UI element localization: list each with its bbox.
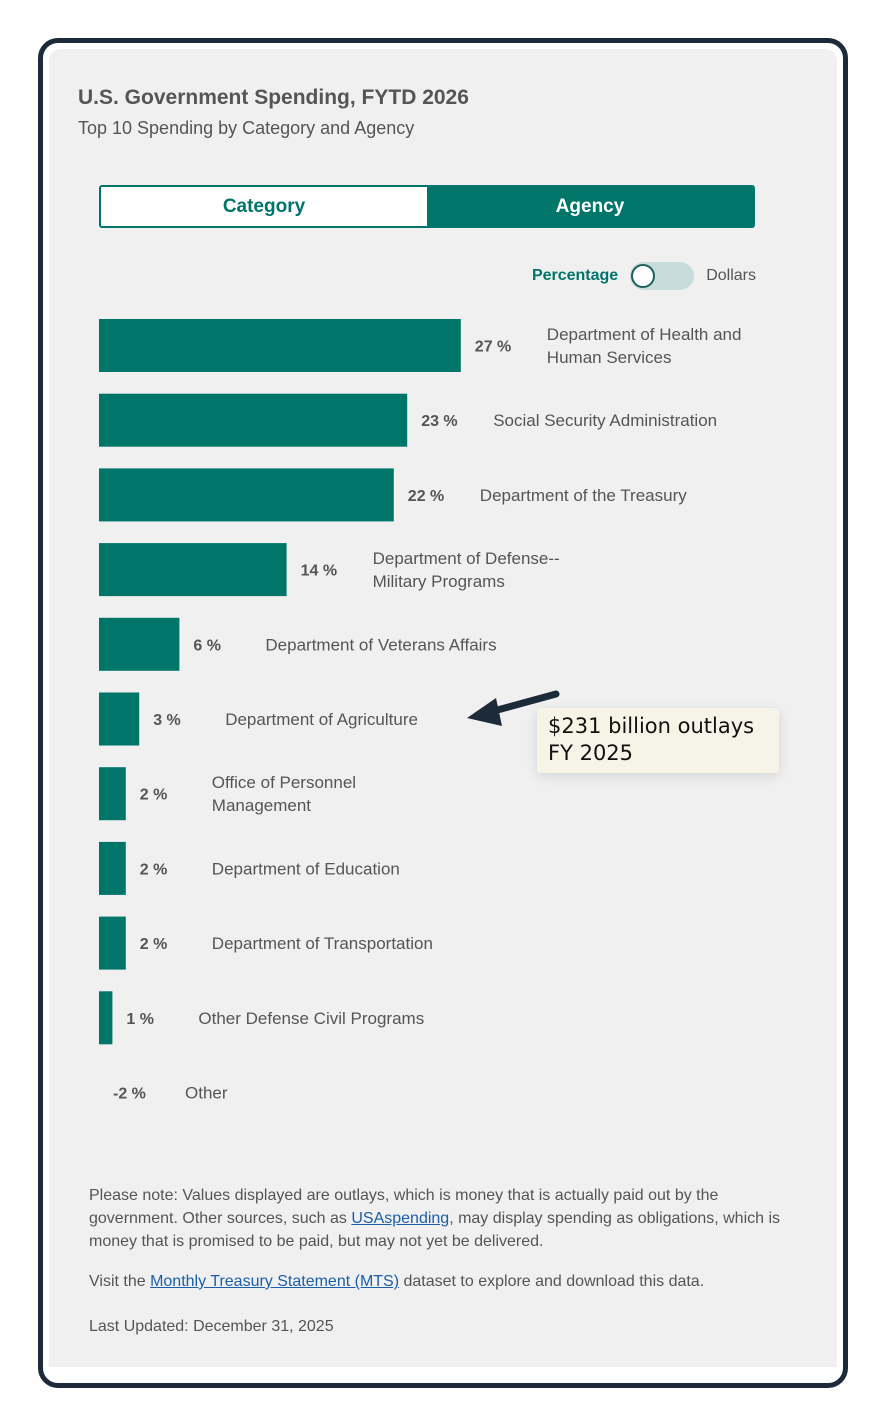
category-label-7: Department of Education <box>212 859 400 878</box>
bar-7[interactable] <box>99 841 126 895</box>
value-label-5: 3 % <box>153 712 181 729</box>
value-label-2: 22 % <box>408 488 444 505</box>
category-label-5: Department of Agriculture <box>225 710 418 729</box>
page-title: U.S. Government Spending, FYTD 2026 <box>78 86 469 109</box>
category-label-4: Department of Veterans Affairs <box>265 635 496 654</box>
category-label-0-line-0: Department of Health and <box>547 325 742 344</box>
category-label-0: Department of Health and Human Services <box>547 325 742 367</box>
category-label-3: Department of Defense-- Military Programs <box>373 549 560 591</box>
tab-category[interactable]: Category <box>101 187 427 226</box>
bar-4[interactable] <box>99 617 180 671</box>
category-label-10-line-0: Other <box>185 1084 228 1103</box>
category-label-1-line-0: Social Security Administration <box>493 411 717 430</box>
bar-6[interactable] <box>99 767 126 821</box>
category-label-9-line-0: Other Defense Civil Programs <box>198 1009 424 1028</box>
category-label-10: Other <box>185 1084 228 1103</box>
visit-note-suffix: dataset to explore and download this dat… <box>399 1273 705 1290</box>
category-label-1: Social Security Administration <box>493 411 717 430</box>
value-label-4: 6 % <box>193 637 221 654</box>
bar-2[interactable] <box>99 468 394 522</box>
category-label-7-line-0: Department of Education <box>212 859 400 878</box>
annotation-arrow <box>467 690 560 726</box>
annotation-callout: $231 billion outlays FY 2025 <box>537 708 779 773</box>
category-label-9: Other Defense Civil Programs <box>198 1009 424 1028</box>
category-label-6: Office of Personnel Management <box>212 773 356 815</box>
value-label-0: 27 % <box>475 339 511 356</box>
value-label-7: 2 % <box>140 861 168 878</box>
outlays-note-suffix: , may display spending as obligations, w… <box>89 1210 781 1250</box>
value-label-8: 2 % <box>140 936 168 953</box>
category-label-3-line-1: Military Programs <box>373 572 505 591</box>
category-label-0-line-1: Human Services <box>547 348 672 367</box>
bar-1[interactable] <box>99 393 408 447</box>
value-label-10: -2 % <box>113 1086 146 1103</box>
tab-agency[interactable]: Agency <box>427 187 753 226</box>
category-label-5-line-0: Department of Agriculture <box>225 710 418 729</box>
bar-0[interactable] <box>99 319 461 372</box>
value-label-3: 14 % <box>301 563 337 580</box>
page-subtitle: Top 10 Spending by Category and Agency <box>78 118 415 138</box>
visit-note: Visit the Monthly Treasury Statement (MT… <box>89 1270 789 1293</box>
value-label-9: 1 % <box>126 1011 154 1028</box>
category-label-2-line-0: Department of the Treasury <box>480 486 687 505</box>
percentage-label[interactable]: Percentage <box>531 267 619 284</box>
outlays-note: Please note: Values displayed are outlay… <box>89 1184 789 1253</box>
toggle-knob <box>631 264 656 288</box>
view-tab-group: Category Agency <box>99 185 755 228</box>
usaspending-link[interactable]: USAspending <box>351 1210 450 1227</box>
visit-note-prefix: Visit the <box>89 1273 151 1290</box>
percentage-dollars-toggle[interactable] <box>630 262 695 290</box>
mts-dataset-link[interactable]: Monthly Treasury Statement (MTS) <box>150 1273 400 1290</box>
annotation-line-1: $231 billion outlays <box>548 714 755 738</box>
bar-3[interactable] <box>99 543 287 597</box>
footnote: Please note: Values displayed are outlay… <box>89 1184 789 1338</box>
bar-9[interactable] <box>99 991 113 1045</box>
bar-5[interactable] <box>99 692 140 746</box>
category-label-8: Department of Transportation <box>212 934 433 953</box>
category-label-8-line-0: Department of Transportation <box>212 934 433 953</box>
category-label-3-line-0: Department of Defense-- <box>373 549 560 568</box>
value-label-1: 23 % <box>421 413 457 430</box>
outlays-note-prefix: Please note: Values displayed are outlay… <box>89 1187 719 1227</box>
unit-switch-row: Percentage Dollars <box>532 262 756 290</box>
dollars-label[interactable]: Dollars <box>706 267 756 284</box>
category-label-6-line-1: Management <box>212 796 312 815</box>
value-label-6: 2 % <box>140 787 168 804</box>
category-label-6-line-0: Office of Personnel <box>212 773 356 792</box>
annotation-line-2: FY 2025 <box>548 741 634 765</box>
category-label-2: Department of the Treasury <box>480 486 687 505</box>
last-updated: Last Updated: December 31, 2025 <box>89 1318 334 1335</box>
bar-8[interactable] <box>99 916 126 970</box>
category-label-4-line-0: Department of Veterans Affairs <box>265 635 496 654</box>
